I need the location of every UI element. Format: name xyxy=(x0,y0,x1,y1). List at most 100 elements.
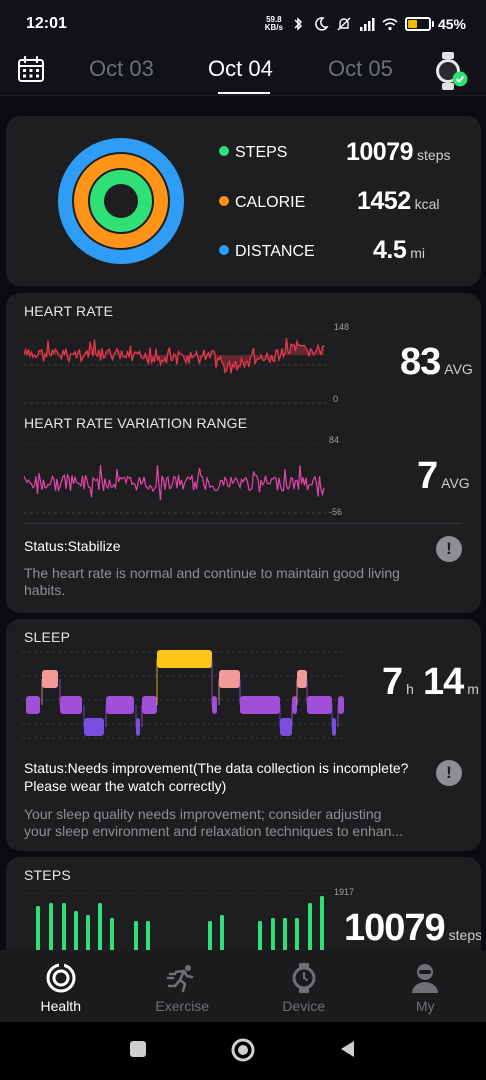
sleep-segment-light xyxy=(292,696,297,714)
moon-icon xyxy=(315,17,329,31)
distance-label: DISTANCE xyxy=(235,243,315,260)
calorie-label: CALORIE xyxy=(235,194,306,211)
sleep-info-button[interactable]: ! xyxy=(436,760,462,786)
date-header: Oct 03 Oct 04 Oct 05 xyxy=(0,48,486,96)
sleep-segment-awake xyxy=(157,650,212,668)
bottom-nav: Health Exercise Device My xyxy=(0,950,486,1022)
watch-icon xyxy=(292,963,316,993)
nav-exercise[interactable]: Exercise xyxy=(122,950,244,1022)
calendar-icon[interactable] xyxy=(16,54,46,84)
steps-bar xyxy=(258,921,262,950)
steps-bar xyxy=(320,896,324,950)
heart-rate-card[interactable]: HEART RATE 148 0 83 AVG HEART RATE VARIAT… xyxy=(6,293,481,613)
sleep-description-line1: Your sleep quality needs improvement; co… xyxy=(24,806,382,822)
heart-rate-variation-chart xyxy=(24,443,326,514)
steps-card-title: STEPS xyxy=(24,867,71,883)
date-tab-next[interactable]: Oct 05 xyxy=(328,56,393,81)
steps-bar xyxy=(283,918,287,950)
steps-card[interactable]: STEPS 1917 10079 steps xyxy=(6,857,481,950)
sleep-segment-light xyxy=(60,696,82,714)
status-icons: 59.8 KB/s 45% xyxy=(264,15,466,33)
sleep-stage-chart xyxy=(22,650,344,739)
steps-bar xyxy=(146,921,150,950)
sleep-segment-rem xyxy=(219,670,240,688)
sleep-duration: 7 h 14 m xyxy=(382,661,479,703)
back-icon[interactable] xyxy=(338,1039,358,1059)
steps-bar xyxy=(271,918,275,950)
steps-bar xyxy=(134,921,138,950)
distance-metric: DISTANCE xyxy=(219,243,315,261)
activity-summary-card[interactable]: STEPS 10079 steps CALORIE 1452 kcal DISTAN… xyxy=(6,116,481,286)
steps-dot xyxy=(219,146,229,156)
sleep-segment-light xyxy=(307,696,332,714)
nav-device[interactable]: Device xyxy=(243,950,365,1022)
activity-rings xyxy=(58,138,184,264)
exercise-icon xyxy=(166,965,194,993)
active-date-indicator xyxy=(218,92,270,94)
steps-card-value: 10079 steps xyxy=(344,907,481,949)
sleep-segment-rem xyxy=(42,670,58,688)
wifi-icon xyxy=(382,18,398,31)
nav-my[interactable]: My xyxy=(365,950,486,1022)
steps-bar xyxy=(62,903,66,950)
heart-rate-chart xyxy=(24,329,330,404)
steps-bar xyxy=(220,915,224,950)
steps-value: 10079 steps xyxy=(346,138,451,166)
status-time: 12:01 xyxy=(26,15,67,32)
hrv-axis-min: -56 xyxy=(329,507,343,517)
sleep-segment-light xyxy=(106,696,134,714)
calorie-value: 1452 kcal xyxy=(357,187,440,215)
watch-connected-icon[interactable] xyxy=(434,51,470,91)
home-icon[interactable] xyxy=(230,1037,256,1063)
battery-icon: 45% xyxy=(404,16,466,32)
steps-bar xyxy=(49,903,53,950)
heart-description-line1: The heart rate is normal and continue to… xyxy=(24,565,400,581)
signal-icon xyxy=(359,18,375,31)
sleep-segment-deep xyxy=(136,718,140,736)
sleep-title: SLEEP xyxy=(24,629,71,645)
steps-bar xyxy=(86,915,90,950)
sleep-segment-light xyxy=(240,696,280,714)
system-navigation-bar xyxy=(0,1022,486,1080)
heart-rate-avg: 83 AVG xyxy=(400,341,473,383)
distance-dot xyxy=(219,245,229,255)
sleep-segment-deep xyxy=(280,718,292,736)
sleep-segment-light xyxy=(212,696,217,714)
status-bar: 12:01 59.8 KB/s 45% xyxy=(0,0,486,48)
mute-icon xyxy=(337,17,351,31)
steps-bar xyxy=(98,903,102,950)
steps-bar xyxy=(74,911,78,950)
sleep-segment-deep xyxy=(332,718,336,736)
network-speed: 59.8 KB/s xyxy=(264,15,283,32)
hrv-title: HEART RATE VARIATION RANGE xyxy=(24,415,248,431)
sleep-status-line2: Please wear the watch correctly) xyxy=(24,778,227,794)
steps-bar xyxy=(308,903,312,950)
sleep-segment-light xyxy=(26,696,40,714)
heart-info-button[interactable]: ! xyxy=(436,536,462,562)
steps-bar xyxy=(295,918,299,950)
sleep-segment-light xyxy=(338,696,344,714)
heart-divider xyxy=(24,523,462,524)
steps-axis-max: 1917 xyxy=(334,887,355,897)
hrv-axis-max: 84 xyxy=(329,435,340,445)
calorie-metric: CALORIE xyxy=(219,194,305,212)
date-tab-current[interactable]: Oct 04 xyxy=(208,56,273,81)
recent-apps-icon[interactable] xyxy=(128,1039,148,1059)
heart-axis-max: 148 xyxy=(334,322,350,332)
bluetooth-icon xyxy=(294,17,303,31)
steps-bar xyxy=(208,921,212,950)
date-tab-prev[interactable]: Oct 03 xyxy=(89,56,154,81)
health-feed[interactable]: STEPS 10079 steps CALORIE 1452 kcal DISTAN… xyxy=(0,96,486,950)
heart-status: Status:Stabilize xyxy=(24,538,121,554)
sleep-status-line1: Status:Needs improvement(The data collec… xyxy=(24,760,409,776)
nav-health[interactable]: Health xyxy=(0,950,122,1022)
health-icon xyxy=(46,962,76,993)
sleep-segment-light xyxy=(142,696,157,714)
heart-rate-title: HEART RATE xyxy=(24,303,114,319)
battery-percent: 45% xyxy=(437,16,466,32)
steps-metric: STEPS xyxy=(219,144,287,162)
heart-description-line2: habits. xyxy=(24,582,66,598)
sleep-card[interactable]: SLEEP 7 h 14 m Status:Needs improvement(The… xyxy=(6,619,481,851)
steps-bar-chart xyxy=(24,893,330,950)
calorie-dot xyxy=(219,196,229,206)
